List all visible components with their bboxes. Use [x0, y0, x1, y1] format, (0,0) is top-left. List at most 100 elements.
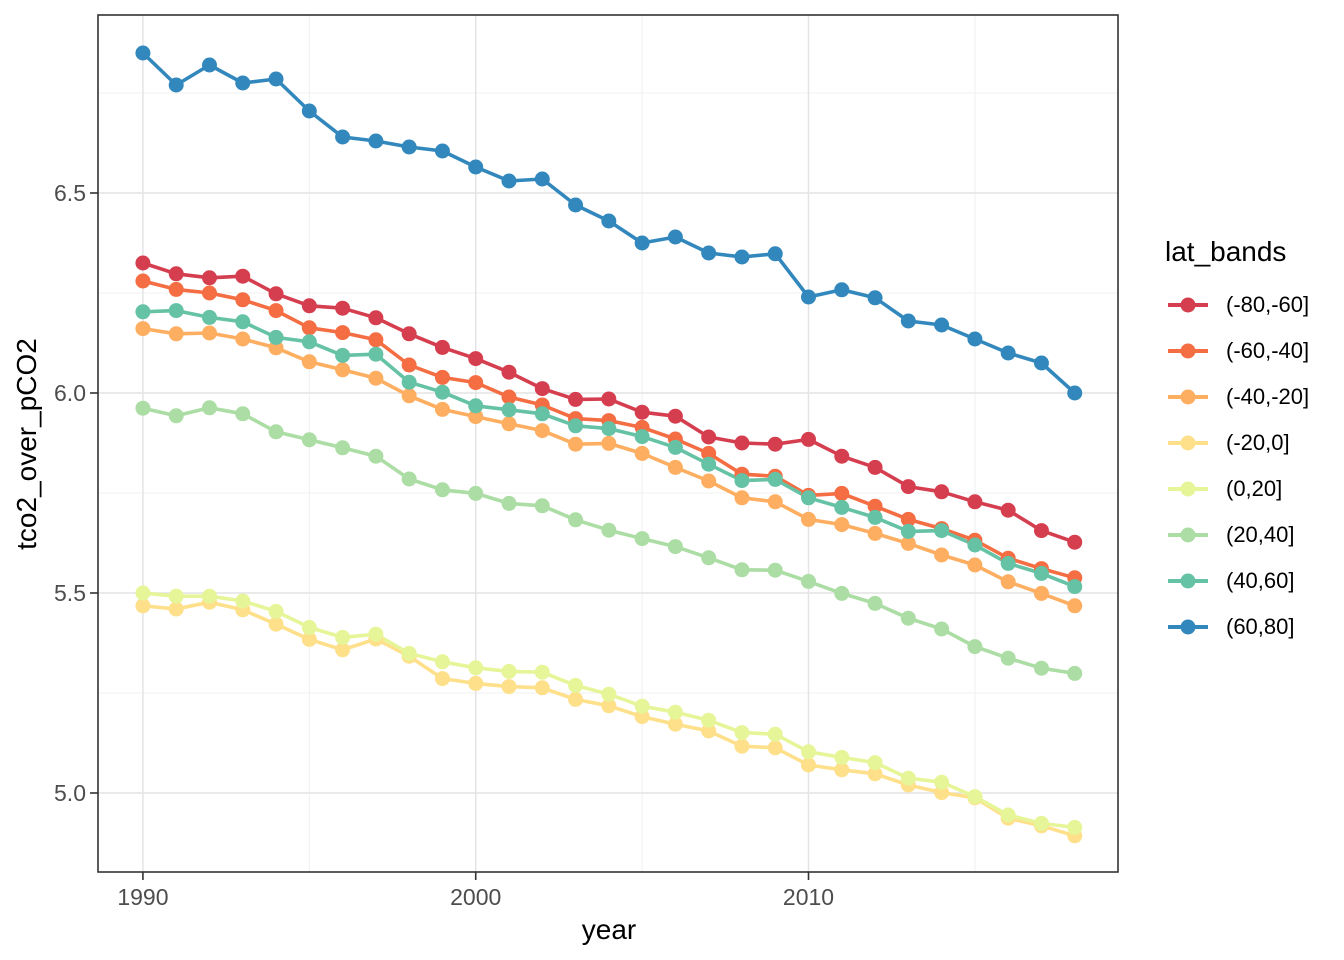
legend: lat_bands (-80,-60] (-60,-40] (-40,-20] (-2… [1163, 236, 1309, 650]
data-point [601, 213, 617, 229]
data-point [967, 537, 983, 553]
data-point [734, 473, 750, 489]
data-point [135, 598, 151, 614]
data-point [967, 494, 983, 510]
data-point [634, 404, 650, 420]
data-point [168, 588, 184, 604]
data-point [867, 595, 883, 611]
data-point [201, 285, 217, 301]
y-axis-title: tco2_over_pCO2 [11, 338, 42, 550]
data-point [368, 346, 384, 362]
y-tick-label: 5.5 [54, 580, 86, 606]
data-point [867, 766, 883, 782]
legend-item: (0,20] [1163, 466, 1309, 512]
legend-item-label: (60,80] [1226, 614, 1295, 639]
data-point [335, 325, 351, 341]
data-point [501, 364, 517, 380]
data-point [667, 539, 683, 555]
legend-item: (-40,-20] [1163, 374, 1309, 420]
data-point [135, 585, 151, 601]
data-point [867, 498, 883, 514]
y-tick-label: 6.5 [54, 180, 86, 206]
data-point [434, 143, 450, 159]
data-point [335, 300, 351, 316]
legend-key-line-icon [1168, 481, 1208, 497]
data-point [168, 281, 184, 297]
data-point [867, 290, 883, 306]
data-point [934, 523, 950, 539]
data-point [701, 473, 717, 489]
data-point [1067, 534, 1083, 550]
data-point [667, 408, 683, 424]
data-point [368, 626, 384, 642]
data-point [634, 429, 650, 445]
data-point [501, 663, 517, 679]
data-point [1000, 807, 1016, 823]
data-point [534, 664, 550, 680]
data-point [235, 268, 251, 284]
data-point [900, 313, 916, 329]
data-point [168, 77, 184, 93]
data-point [601, 391, 617, 407]
data-point [268, 616, 284, 632]
data-point [401, 374, 417, 390]
data-point [335, 440, 351, 456]
data-point [301, 631, 317, 647]
data-point [667, 439, 683, 455]
data-point [468, 159, 484, 175]
data-point [135, 273, 151, 289]
data-point [534, 680, 550, 696]
data-point [468, 485, 484, 501]
legend-item: (60,80] [1163, 604, 1309, 650]
data-point [1000, 555, 1016, 571]
data-point [934, 621, 950, 637]
data-point [801, 573, 817, 589]
data-point [1033, 585, 1049, 601]
data-point [534, 498, 550, 514]
legend-item-label: (-20,0] [1226, 430, 1290, 455]
data-point [1067, 665, 1083, 681]
data-point [335, 129, 351, 145]
data-point [468, 375, 484, 391]
legend-key-dot-icon [1180, 389, 1196, 405]
data-point [801, 757, 817, 773]
legend-title: lat_bands [1165, 236, 1287, 267]
data-point [801, 431, 817, 447]
legend-item: (-80,-60] [1163, 282, 1309, 328]
legend-item: (-20,0] [1163, 420, 1309, 466]
legend-item: (-60,-40] [1163, 328, 1309, 374]
data-point [401, 388, 417, 404]
data-point [434, 339, 450, 355]
data-point [501, 416, 517, 432]
data-point [201, 588, 217, 604]
legend-item-label: (-40,-20] [1226, 384, 1310, 409]
data-point [434, 384, 450, 400]
data-point [734, 562, 750, 578]
legend-key-dot-icon [1180, 619, 1196, 635]
data-point [135, 400, 151, 416]
data-point [201, 309, 217, 325]
axis-ticks [90, 192, 810, 880]
data-point [268, 340, 284, 356]
data-point [601, 522, 617, 538]
data-point [468, 660, 484, 676]
data-point [734, 725, 750, 741]
data-point [568, 418, 584, 434]
legend-key-dot-icon [1180, 435, 1196, 451]
y-tick-label: 6.0 [54, 380, 86, 406]
data-point [734, 249, 750, 265]
data-point [601, 698, 617, 714]
data-point [468, 398, 484, 414]
data-point [568, 691, 584, 707]
data-point [268, 329, 284, 345]
data-point [934, 317, 950, 333]
data-point [168, 601, 184, 617]
data-point [434, 369, 450, 385]
x-axis-title: year [581, 914, 637, 945]
legend-key-dot-icon [1180, 481, 1196, 497]
data-point [1000, 574, 1016, 590]
data-point [734, 490, 750, 506]
data-point [335, 362, 351, 378]
legend-item: (20,40] [1163, 512, 1309, 558]
data-point [335, 347, 351, 363]
